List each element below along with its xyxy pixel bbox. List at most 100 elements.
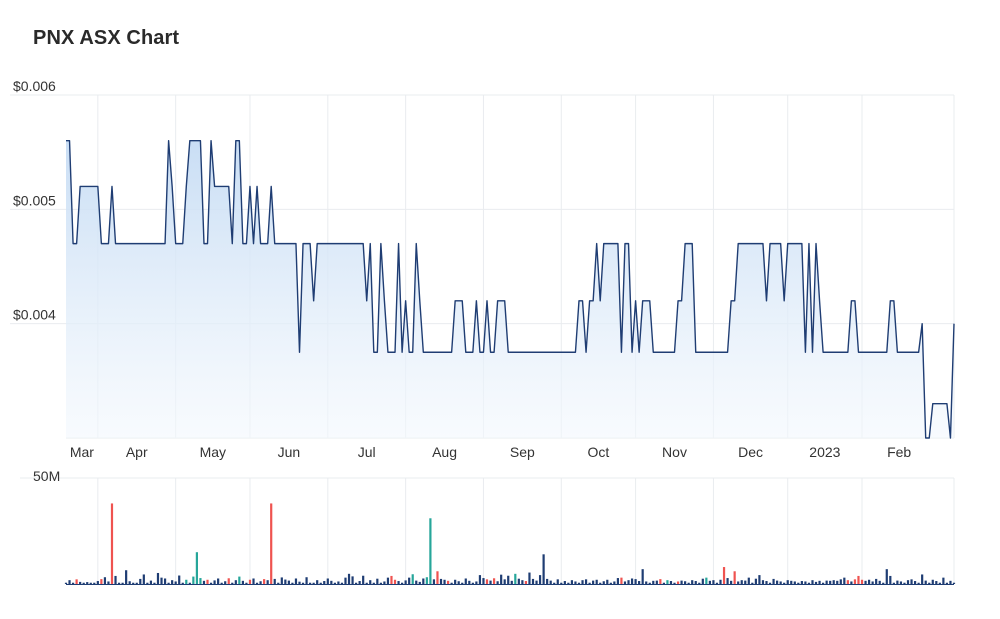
volume-bar	[754, 578, 757, 584]
volume-bar	[701, 578, 704, 584]
volume-bar	[521, 580, 524, 584]
volume-bar	[89, 582, 92, 584]
volume-bar	[503, 579, 506, 584]
volume-bar	[135, 582, 138, 584]
volume-bar	[592, 580, 595, 584]
volume-bar	[443, 579, 446, 584]
volume-bar	[768, 582, 772, 584]
volume-bar	[906, 580, 910, 584]
volume-bar	[627, 580, 630, 584]
price-y-tick-label: $0.005	[13, 192, 56, 208]
volume-bar	[393, 579, 397, 584]
volume-bar	[117, 582, 121, 584]
volume-bar	[291, 582, 294, 584]
volume-bar	[949, 580, 952, 584]
volume-bar	[227, 578, 230, 584]
volume-bar	[638, 581, 641, 584]
volume-bar	[553, 582, 556, 584]
volume-bar	[429, 518, 432, 584]
volume-bar	[811, 580, 814, 584]
volume-bar	[298, 581, 301, 584]
volume-bar	[330, 580, 333, 584]
volume-bar	[163, 578, 167, 584]
volume-bar	[790, 580, 793, 584]
volume-bar	[355, 582, 358, 584]
volume-bar	[875, 578, 878, 584]
volume-bar	[436, 571, 439, 584]
price-line	[66, 140, 955, 439]
volume-bar	[829, 580, 832, 584]
volume-bar	[96, 581, 99, 584]
volume-bar	[79, 581, 82, 584]
volume-bar	[931, 579, 934, 584]
x-axis: Mar Apr May Jun Jul Aug Sep Oct Nov Dec 2023 Feb	[70, 444, 912, 460]
volume-bar	[878, 580, 881, 584]
volume-bar	[75, 579, 78, 584]
volume-bar	[464, 578, 467, 584]
volume-bar	[574, 581, 577, 584]
volume-bar	[277, 582, 280, 584]
volume-bar	[178, 575, 181, 584]
volume-bar	[213, 580, 216, 584]
volume-bar	[217, 578, 220, 584]
volume-bar	[797, 582, 800, 584]
volume-bar	[71, 582, 75, 584]
volume-bar	[418, 581, 421, 584]
volume-bar	[744, 580, 747, 584]
volume-bar	[450, 582, 453, 584]
price-y-tick-label: $0.006	[13, 78, 56, 94]
volume-bar	[401, 582, 404, 584]
volume-bar	[577, 582, 581, 584]
volume-bar	[531, 578, 535, 584]
x-tick-label: Apr	[126, 444, 148, 460]
volume-bar	[100, 579, 103, 584]
volume-bar	[514, 573, 517, 584]
volume-bar	[910, 579, 913, 584]
volume-bar	[234, 580, 237, 584]
volume-bar	[917, 582, 920, 584]
volume-bar	[698, 582, 701, 584]
volume-bar	[765, 581, 768, 584]
volume-bar	[546, 578, 549, 584]
volume-bar	[807, 582, 811, 584]
volume-bar	[712, 580, 715, 584]
volume-bar	[482, 578, 485, 584]
volume-bar	[478, 575, 482, 584]
x-tick-label: Aug	[432, 444, 457, 460]
volume-bar	[333, 582, 336, 584]
volume-bar	[344, 577, 347, 584]
volume-bar	[220, 582, 223, 584]
volume-bar	[301, 582, 305, 584]
volume-bar	[457, 581, 460, 584]
volume-bar	[160, 577, 163, 584]
volume-bar	[648, 582, 651, 584]
volume-bar	[340, 582, 344, 584]
volume-bar	[454, 579, 457, 584]
volume-bar	[786, 580, 789, 584]
volume-bar	[889, 575, 892, 584]
volume-bar	[867, 579, 871, 584]
volume-bar	[224, 581, 227, 584]
volume-bar	[567, 582, 570, 584]
volume-bar	[666, 580, 669, 584]
volume-bar	[245, 582, 248, 584]
volume-bar	[588, 582, 591, 584]
x-tick-label: Jul	[358, 444, 376, 460]
volume-bar	[468, 580, 471, 584]
volume-bar	[411, 574, 414, 584]
volume-bar	[326, 578, 329, 584]
volume-bar	[737, 581, 740, 584]
volume-bar	[415, 580, 418, 584]
volume-bar	[337, 581, 340, 584]
x-tick-label: Jun	[278, 444, 301, 460]
x-tick-label: Sep	[510, 444, 535, 460]
volume-bar	[542, 554, 545, 584]
volume-bar	[114, 575, 117, 584]
volume-bar	[408, 577, 411, 584]
volume-bar	[206, 579, 209, 584]
volume-bar	[836, 580, 839, 584]
volume-bar	[570, 580, 574, 584]
volume-bar	[171, 580, 174, 584]
volume-bar	[238, 576, 241, 584]
